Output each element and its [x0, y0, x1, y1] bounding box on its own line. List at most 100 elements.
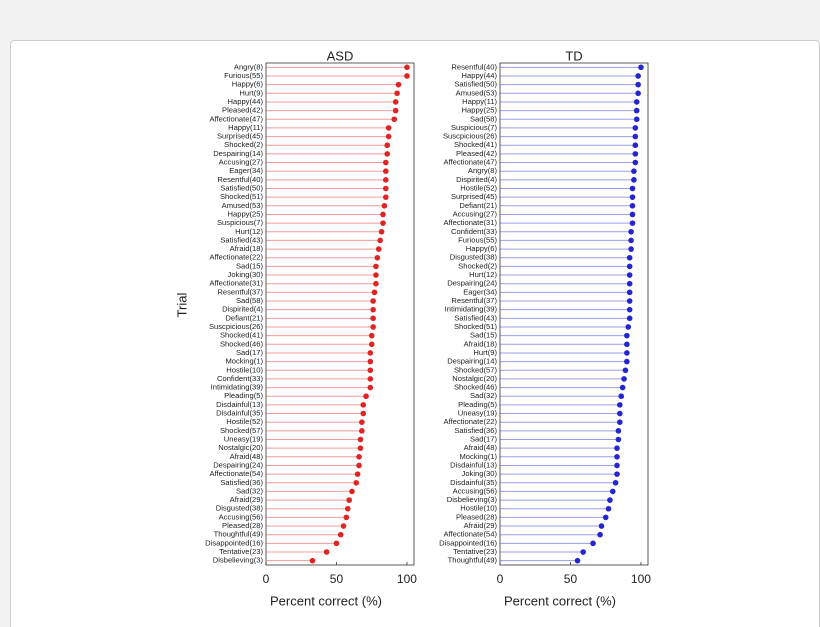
y-tick-label: Afraid(48)	[230, 452, 264, 461]
x-axis-label: Percent correct (%)	[270, 593, 382, 608]
lollipop-dot	[626, 306, 633, 313]
lollipop-dot	[614, 471, 620, 477]
y-tick-label: Affectionate(31)	[210, 279, 264, 288]
y-tick-label: Defiant(21)	[459, 201, 497, 210]
lollipop-dot	[357, 445, 364, 451]
y-tick-label: Eager(34)	[463, 287, 497, 296]
lollipop-dot	[602, 514, 609, 521]
lollipop-dot	[629, 211, 636, 218]
lollipop-dot	[635, 73, 641, 79]
y-tick-label: Despairing(14)	[447, 357, 497, 366]
y-tick-label: Joking(30)	[462, 469, 498, 478]
y-tick-label: Happy(25)	[228, 209, 264, 218]
y-tick-label: Thoughtful(49)	[448, 556, 498, 565]
lollipop-dot	[625, 324, 632, 330]
y-tick-label: Satisfied(50)	[454, 80, 497, 89]
lollipop-dot	[367, 376, 374, 382]
lollipop-dot	[629, 185, 636, 192]
lollipop-dot	[622, 367, 629, 374]
lollipop-dot	[607, 497, 613, 503]
x-tick-label: 100	[397, 572, 417, 586]
lollipop-dot	[356, 454, 362, 460]
lollipop-dot	[629, 194, 636, 200]
lollipop-dot	[626, 263, 633, 270]
y-tick-label: Afraid(18)	[464, 339, 498, 348]
y-tick-label: Amused(53)	[222, 201, 264, 210]
lollipop-dot	[395, 81, 402, 88]
lollipop-dot	[384, 142, 391, 149]
lollipop-dot	[617, 410, 623, 417]
lollipop-dot	[383, 168, 389, 174]
y-tick-label: Disbelieving(3)	[213, 556, 264, 565]
y-tick-label: Despairing(24)	[213, 460, 263, 469]
y-tick-label: Tentative(23)	[453, 547, 497, 556]
x-tick-label: 50	[564, 572, 578, 586]
lollipop-dot	[638, 64, 644, 71]
y-tick-label: Happy(44)	[228, 97, 264, 106]
y-tick-label: Disgusted(38)	[450, 253, 498, 262]
y-tick-label: Affectionate(31)	[444, 218, 498, 227]
lollipop-dot	[378, 228, 385, 235]
lollipop-dot	[354, 471, 361, 477]
lollipop-dot	[309, 557, 316, 564]
y-tick-label: Sad(17)	[470, 435, 497, 444]
lollipop-dot	[633, 116, 640, 123]
y-tick-label: Shocked(57)	[220, 426, 264, 435]
axes-frame	[265, 62, 415, 566]
y-tick-label: Nostalgic(20)	[218, 443, 263, 452]
y-tick-label: Pleased(42)	[222, 106, 263, 115]
lollipop-dot	[615, 428, 622, 434]
y-tick-label: Amused(53)	[456, 88, 498, 97]
lollipop-dot	[346, 497, 352, 503]
y-tick-label: Resentful(40)	[451, 62, 497, 71]
y-tick-label: Sad(32)	[236, 486, 263, 495]
lollipop-dot	[367, 350, 374, 356]
y-tick-label: Affectionate(47)	[210, 114, 264, 123]
lollipop-dot	[370, 298, 376, 304]
lollipop-dot	[333, 540, 340, 547]
lollipop-dot	[624, 350, 630, 356]
lollipop-dot	[367, 367, 374, 374]
y-tick-label: Satisfied(43)	[220, 235, 263, 244]
lollipop-dot	[340, 523, 347, 529]
y-tick-label: Happy(6)	[466, 244, 498, 253]
lollipop-dot	[353, 479, 360, 486]
x-tick-label: 50	[330, 572, 344, 586]
lollipop-dot	[598, 523, 605, 529]
lollipop-dot	[337, 531, 344, 538]
lollipop-dot	[632, 151, 639, 157]
y-tick-label: Furious(55)	[224, 71, 263, 80]
axes-frame	[499, 62, 649, 566]
y-tick-label: Shocked(2)	[458, 261, 497, 270]
lollipop-dot	[614, 454, 620, 460]
y-tick-label: Suscpicious(26)	[209, 322, 263, 331]
lollipop-dot	[605, 505, 612, 512]
y-tick-label: Disdainful(35)	[450, 478, 497, 487]
y-tick-label: Resentful(40)	[217, 175, 263, 184]
lollipop-dot	[404, 64, 410, 71]
y-tick-label: Happy(25)	[462, 106, 498, 115]
lollipop-dot	[626, 272, 633, 278]
panel-title: TD	[565, 48, 582, 63]
lollipop-dot	[621, 376, 627, 382]
lollipop-dot	[357, 436, 364, 443]
y-tick-label: Suspicious(7)	[217, 218, 263, 227]
y-tick-label: Shocked(57)	[454, 365, 498, 374]
y-tick-label: Resentful(37)	[217, 287, 263, 296]
y-tick-label: Pleased(28)	[456, 512, 497, 521]
y-tick-label: Angry(8)	[468, 166, 498, 175]
y-tick-label: Affectionate(54)	[210, 469, 264, 478]
y-tick-label: Afraid(18)	[230, 244, 264, 253]
lollipop-dot	[371, 289, 378, 296]
y-tick-label: Hostile(52)	[460, 184, 497, 193]
lollipop-dot	[635, 90, 641, 97]
lollipop-dot	[632, 133, 639, 140]
lollipop-dot	[635, 81, 641, 88]
lollipop-dot	[597, 531, 603, 538]
y-tick-label: Happy(11)	[228, 123, 263, 132]
y-tick-label: Disbelieving(3)	[447, 495, 498, 504]
y-tick-label: Intimidating(39)	[211, 383, 264, 392]
y-tick-label: Disdainful(13)	[450, 460, 497, 469]
lollipop-dot	[632, 125, 639, 131]
